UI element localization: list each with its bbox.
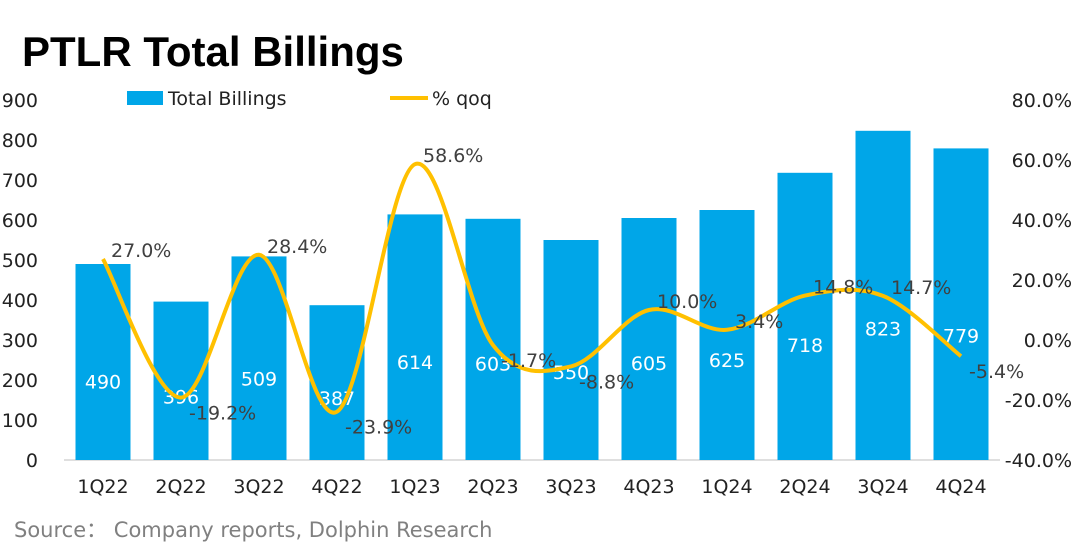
legend-label-line: % qoq: [432, 88, 492, 110]
category-label: 2Q22: [155, 476, 206, 498]
source-note: Source： Company reports, Dolphin Researc…: [14, 518, 493, 542]
left-tick-label: 200: [2, 370, 38, 392]
left-tick-label: 0: [26, 450, 38, 472]
bar-4Q22: [309, 305, 365, 460]
category-label: 3Q24: [857, 476, 908, 498]
left-tick-label: 700: [2, 170, 38, 192]
line-data-label: 3.4%: [735, 311, 783, 333]
legend-swatch-bars: [127, 91, 163, 105]
line-data-label: -5.4%: [969, 361, 1024, 383]
bar-data-label: 603: [475, 354, 511, 376]
bar-1Q22: [75, 264, 131, 460]
category-label: 4Q22: [311, 476, 362, 498]
bar-4Q23: [621, 218, 677, 460]
left-tick-label: 600: [2, 210, 38, 232]
bar-data-label: 625: [709, 350, 745, 372]
bar-data-label: 387: [319, 388, 355, 410]
left-tick-label: 900: [2, 90, 38, 112]
bar-data-label: 718: [787, 335, 823, 357]
right-tick-label: 0.0%: [1024, 330, 1072, 352]
category-label: 3Q22: [233, 476, 284, 498]
line-data-label: 10.0%: [657, 291, 717, 313]
bar-data-label: 605: [631, 353, 667, 375]
right-tick-label: 80.0%: [1012, 90, 1072, 112]
category-label: 4Q24: [935, 476, 986, 498]
line-data-label: 14.7%: [891, 277, 951, 299]
category-label: 1Q24: [701, 476, 752, 498]
bar-3Q23: [543, 240, 599, 460]
bar-data-label: 823: [865, 318, 901, 340]
left-tick-label: 500: [2, 250, 38, 272]
left-tick-label: 400: [2, 290, 38, 312]
bar-data-label: 490: [85, 372, 121, 394]
line-data-label: 58.6%: [423, 145, 483, 167]
bar-1Q23: [387, 214, 443, 460]
right-tick-label: 60.0%: [1012, 150, 1072, 172]
bar-data-label: 614: [397, 352, 433, 374]
right-tick-label: -40.0%: [1005, 450, 1072, 472]
right-tick-label: 40.0%: [1012, 210, 1072, 232]
left-tick-label: 300: [2, 330, 38, 352]
bar-3Q22: [231, 256, 287, 460]
line-data-label: 27.0%: [111, 240, 171, 262]
line-data-label: 14.8%: [813, 277, 873, 299]
left-tick-label: 800: [2, 130, 38, 152]
bar-2Q24: [777, 172, 833, 461]
line-data-label: -1.7%: [501, 350, 556, 372]
category-label: 1Q23: [389, 476, 440, 498]
category-label: 3Q23: [545, 476, 596, 498]
bar-4Q24: [933, 148, 989, 460]
bar-data-label: 779: [943, 325, 979, 347]
line-data-label: -23.9%: [345, 417, 412, 439]
legend-label-bars: Total Billings: [167, 88, 287, 110]
chart-title: PTLR Total Billings: [22, 28, 404, 75]
category-label: 4Q23: [623, 476, 674, 498]
line-data-label: -8.8%: [579, 371, 634, 393]
right-tick-label: 20.0%: [1012, 270, 1072, 292]
line-data-label: -19.2%: [189, 403, 256, 425]
bar-data-label: 509: [241, 369, 277, 391]
line-data-label: 28.4%: [267, 236, 327, 258]
right-tick-label: -20.0%: [1005, 390, 1072, 412]
category-label: 1Q22: [77, 476, 128, 498]
left-tick-label: 100: [2, 410, 38, 432]
category-label: 2Q24: [779, 476, 830, 498]
category-label: 2Q23: [467, 476, 518, 498]
bar-1Q24: [699, 210, 755, 460]
line-series-qoq: [101, 162, 963, 415]
bar-2Q23: [465, 218, 521, 460]
